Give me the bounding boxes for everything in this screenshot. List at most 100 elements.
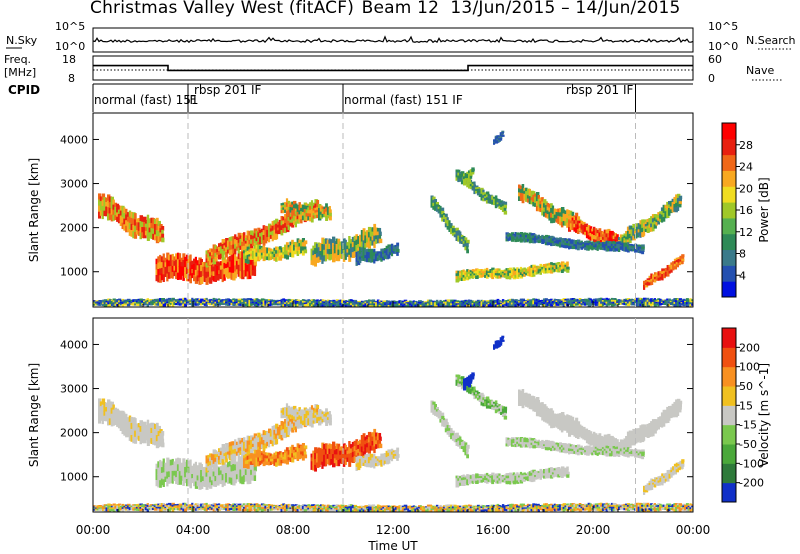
power-cell-1136 [435, 202, 439, 205]
power-cell-2941 [351, 301, 356, 304]
power-cell-3238 [484, 303, 487, 305]
power-cell-2204 [573, 240, 577, 243]
velocity-cell-745 [248, 456, 251, 460]
power-cell-267 [209, 277, 213, 284]
power-cell-3640 [664, 299, 668, 302]
velocity-cell-1057 [367, 457, 371, 461]
velocity-cell-1001 [367, 437, 371, 444]
velocity-cell-947 [342, 460, 346, 467]
power-cell-3604 [648, 299, 651, 302]
power-cell-2730 [257, 302, 261, 305]
power-cell-500 [264, 225, 268, 231]
power-cell-12 [103, 197, 106, 203]
power-cell-1502 [535, 269, 539, 273]
velocity-cell-849 [294, 449, 298, 453]
velocity-cell-953 [346, 450, 350, 455]
velocity-cell-275 [212, 481, 216, 487]
power-cell-470 [250, 239, 253, 245]
power-cell-873 [310, 252, 313, 258]
power-cell-2405 [112, 300, 116, 304]
power-cell-741 [246, 250, 249, 256]
power-cell-2924 [344, 300, 348, 303]
power-cell-1040 [360, 251, 364, 255]
power-cell-1456 [516, 267, 519, 271]
power-cell-1757 [587, 228, 591, 233]
power-cell-226 [191, 269, 194, 274]
power-cell-2247 [591, 247, 594, 251]
power-cell-2 [98, 205, 102, 213]
power-cell-2168 [557, 237, 561, 241]
power-cell-708 [319, 205, 323, 210]
power-cell-961 [350, 243, 353, 249]
power-cell-3019 [385, 305, 389, 307]
power-cell-2327 [626, 249, 630, 253]
velocity-cell-685 [309, 414, 312, 420]
power-cell-968 [353, 235, 356, 242]
power-cell-2762 [271, 302, 275, 305]
power-cell-2002 [659, 274, 662, 278]
power-cell-1567 [564, 268, 568, 272]
power-cell-58 [123, 218, 127, 225]
power-cell-919 [330, 254, 334, 260]
velocity-cell-1045 [362, 458, 366, 462]
velocity-cell-1036 [359, 456, 362, 460]
power-cell-3310 [516, 302, 520, 305]
power-cell-514 [269, 231, 273, 236]
power-cell-3280 [503, 300, 507, 303]
power-cell-2455 [134, 303, 138, 306]
power-cell-401 [219, 246, 223, 251]
velocity-cell-35 [112, 419, 116, 426]
velocity-cell-303 [225, 477, 228, 483]
velocity-cell-950 [344, 454, 347, 460]
power-cell-3700 [691, 299, 693, 302]
power-cell-719 [323, 214, 326, 218]
power-cell-2854 [312, 302, 316, 306]
power-cell-2143 [544, 242, 548, 246]
power-cell-636 [287, 200, 291, 205]
power-cell-2085 [519, 234, 523, 238]
power-cell-1645 [550, 208, 553, 214]
power-cell-1493 [532, 267, 536, 272]
velocity-cell-441 [237, 442, 241, 449]
power-cell-882 [314, 254, 317, 261]
power-cell-2572 [187, 299, 191, 302]
power-cell-918 [330, 249, 333, 255]
power-cell-1146 [439, 211, 443, 215]
power-cell-2530 [168, 301, 172, 305]
power-cell-182 [171, 265, 175, 273]
power-cell-3067 [407, 304, 410, 307]
power-cell-3271 [498, 304, 502, 307]
power-cell-34 [112, 209, 116, 216]
power-cell-3660 [673, 298, 677, 301]
power-cell-379 [209, 260, 212, 265]
power-cell-152 [159, 254, 162, 263]
power-cell-1930 [664, 211, 668, 216]
power-cell-309 [228, 261, 232, 268]
power-cell-106 [144, 227, 148, 232]
power-cell-2586 [193, 301, 197, 304]
power-cell-2851 [310, 304, 314, 307]
velocity-cell-204 [182, 458, 186, 466]
power-cell-1115 [392, 251, 397, 254]
velocity-cell-894 [319, 456, 323, 461]
power-cell-2370 [96, 302, 100, 305]
power-cell-962 [350, 247, 354, 254]
power-cell-2171 [557, 243, 560, 247]
power-cell-1101 [387, 247, 390, 252]
power-cell-3588 [641, 298, 644, 301]
power-cell-3515 [607, 303, 610, 306]
power-cell-833 [287, 247, 291, 251]
power-cell-3516 [609, 298, 612, 301]
power-cell-2245 [591, 243, 595, 247]
power-cell-3421 [566, 300, 570, 303]
power-cell-678 [305, 213, 309, 218]
velocity-cell-306 [226, 472, 230, 479]
power-cell-970 [353, 246, 357, 252]
power-cell-2369 [96, 301, 100, 304]
power-cell-2615 [205, 303, 208, 307]
power-cell-2934 [348, 303, 351, 306]
velocity-cell-9 [101, 404, 105, 412]
power-cell-1067 [371, 258, 375, 263]
power-cell-1768 [593, 226, 596, 232]
